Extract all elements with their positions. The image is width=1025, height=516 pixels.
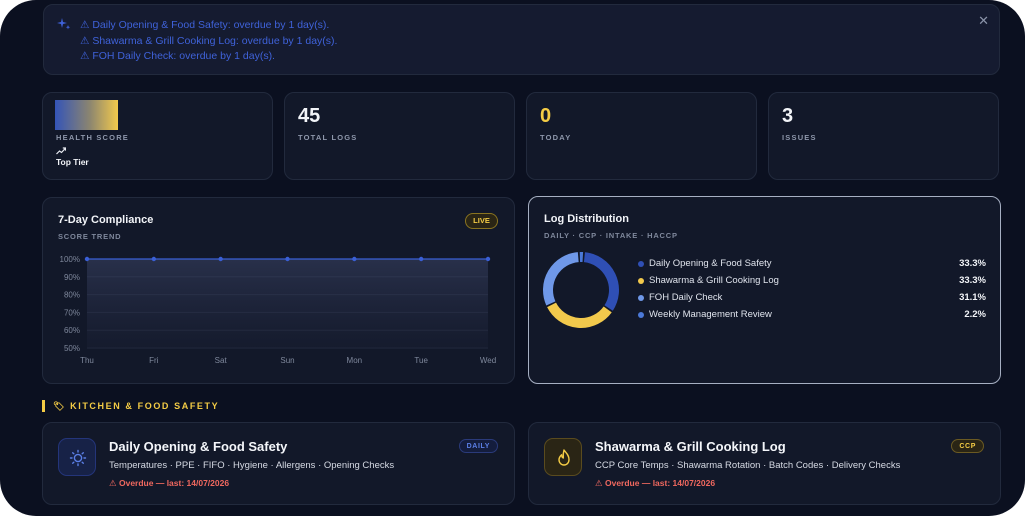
legend-percentage: 2.2% <box>964 309 986 320</box>
stat-label: TOTAL LOGS <box>298 133 358 142</box>
x-tick-label: Sat <box>215 356 228 365</box>
legend-dot <box>638 261 644 267</box>
module-tags: CCP Core Temps · Shawarma Rotation · Bat… <box>595 460 901 471</box>
legend-dot <box>638 278 644 284</box>
legend-item: Shawarma & Grill Cooking Log 33.3% <box>638 275 986 289</box>
y-tick-label: 70% <box>64 308 80 317</box>
sparkle-icon <box>57 18 71 30</box>
data-point <box>485 256 491 262</box>
donut-slice <box>543 252 579 306</box>
health-tier: Top Tier <box>56 157 89 167</box>
distribution-donut-chart <box>543 252 619 328</box>
log-distribution-card: Log Distribution DAILY · CCP · INTAKE · … <box>528 196 1001 384</box>
compliance-chart-card: 7-Day Compliance SCORE TREND LIVE 100% 90… <box>42 197 515 384</box>
data-point <box>352 256 357 262</box>
section-heading: 🏷 KITCHEN & FOOD SAFETY <box>42 400 219 412</box>
compliance-area-chart: 100% 90% 80% 70% 60% 50%Thu Fri Sat Sun Mon Tue Wed <box>60 255 497 365</box>
data-point <box>418 256 424 262</box>
legend-percentage: 33.3% <box>959 258 986 269</box>
legend-label: FOH Daily Check <box>649 292 723 303</box>
y-tick-label: 100% <box>60 255 80 264</box>
alert-line: ⚠ FOH Daily Check: overdue by 1 day(s). <box>80 50 275 62</box>
distribution-title: Log Distribution <box>544 213 629 225</box>
legend-item: Daily Opening & Food Safety 33.3% <box>638 258 986 272</box>
x-tick-label: Wed <box>480 356 496 365</box>
sun-icon <box>69 449 87 467</box>
trending-up-icon <box>56 147 66 155</box>
y-tick-label: 90% <box>64 273 80 282</box>
data-point <box>218 256 223 262</box>
module-badge: CCP <box>951 439 984 453</box>
compliance-title: 7-Day Compliance <box>58 214 154 226</box>
data-point <box>84 256 90 262</box>
donut-slice <box>583 252 619 311</box>
issues-card: 3 ISSUES <box>768 92 999 180</box>
y-tick-label: 60% <box>64 326 80 335</box>
stat-label: HEALTH SCORE <box>56 133 130 142</box>
x-tick-label: Tue <box>414 356 428 365</box>
legend-item: Weekly Management Review 2.2% <box>638 309 986 323</box>
total-logs-value: 45 <box>298 105 321 127</box>
overdue-alert-banner: ⚠ Daily Opening & Food Safety: overdue b… <box>43 4 1000 75</box>
module-card-daily-opening[interactable]: Daily Opening & Food Safety Temperatures… <box>42 422 515 505</box>
alert-line: ⚠ Daily Opening & Food Safety: overdue b… <box>80 19 330 31</box>
legend-percentage: 31.1% <box>959 292 986 303</box>
distribution-subtitle: DAILY · CCP · INTAKE · HACCP <box>544 231 678 240</box>
area-fill <box>87 259 488 348</box>
issues-value: 3 <box>782 105 794 127</box>
today-card: 0 TODAY <box>526 92 757 180</box>
donut-slice <box>547 302 612 328</box>
x-tick-label: Mon <box>347 356 363 365</box>
flame-icon <box>558 449 570 466</box>
legend-label: Daily Opening & Food Safety <box>649 258 772 269</box>
stat-label: TODAY <box>540 133 572 142</box>
x-tick-label: Fri <box>149 356 159 365</box>
module-card-shawarma-grill[interactable]: Shawarma & Grill Cooking Log CCP Core Te… <box>528 422 1001 505</box>
legend-label: Weekly Management Review <box>649 309 772 320</box>
module-title: Shawarma & Grill Cooking Log <box>595 439 786 454</box>
data-point <box>151 256 157 262</box>
x-tick-label: Thu <box>80 356 94 365</box>
module-title: Daily Opening & Food Safety <box>109 439 288 454</box>
y-tick-label: 80% <box>64 291 80 300</box>
legend-dot <box>638 312 644 318</box>
live-badge: LIVE <box>465 213 498 229</box>
close-icon[interactable]: ✕ <box>978 13 989 28</box>
x-tick-label: Sun <box>280 356 294 365</box>
today-value: 0 <box>540 105 552 127</box>
module-overdue-status: ⚠ Overdue — last: 14/07/2026 <box>595 478 716 488</box>
module-tags: Temperatures · PPE · FIFO · Hygiene · Al… <box>109 460 395 471</box>
total-logs-card: 45 TOTAL LOGS <box>284 92 515 180</box>
alert-line: ⚠ Shawarma & Grill Cooking Log: overdue … <box>80 34 338 47</box>
health-score-card: HEALTH SCORE Top Tier <box>42 92 273 180</box>
health-score-gradient <box>55 100 118 130</box>
compliance-subtitle: SCORE TREND <box>58 232 122 241</box>
data-point <box>285 256 290 262</box>
module-icon-box <box>58 438 96 476</box>
y-tick-label: 50% <box>64 344 80 353</box>
stat-label: ISSUES <box>782 133 817 142</box>
module-icon-box <box>544 438 582 476</box>
legend-dot <box>638 295 644 301</box>
module-badge: DAILY <box>458 439 498 453</box>
section-heading-label: 🏷 KITCHEN & FOOD SAFETY <box>53 401 220 411</box>
legend-item: FOH Daily Check 31.1% <box>638 292 986 306</box>
module-overdue-status: ⚠ Overdue — last: 14/07/2026 <box>109 478 230 488</box>
legend-label: Shawarma & Grill Cooking Log <box>649 275 779 286</box>
legend-percentage: 33.3% <box>959 275 986 286</box>
